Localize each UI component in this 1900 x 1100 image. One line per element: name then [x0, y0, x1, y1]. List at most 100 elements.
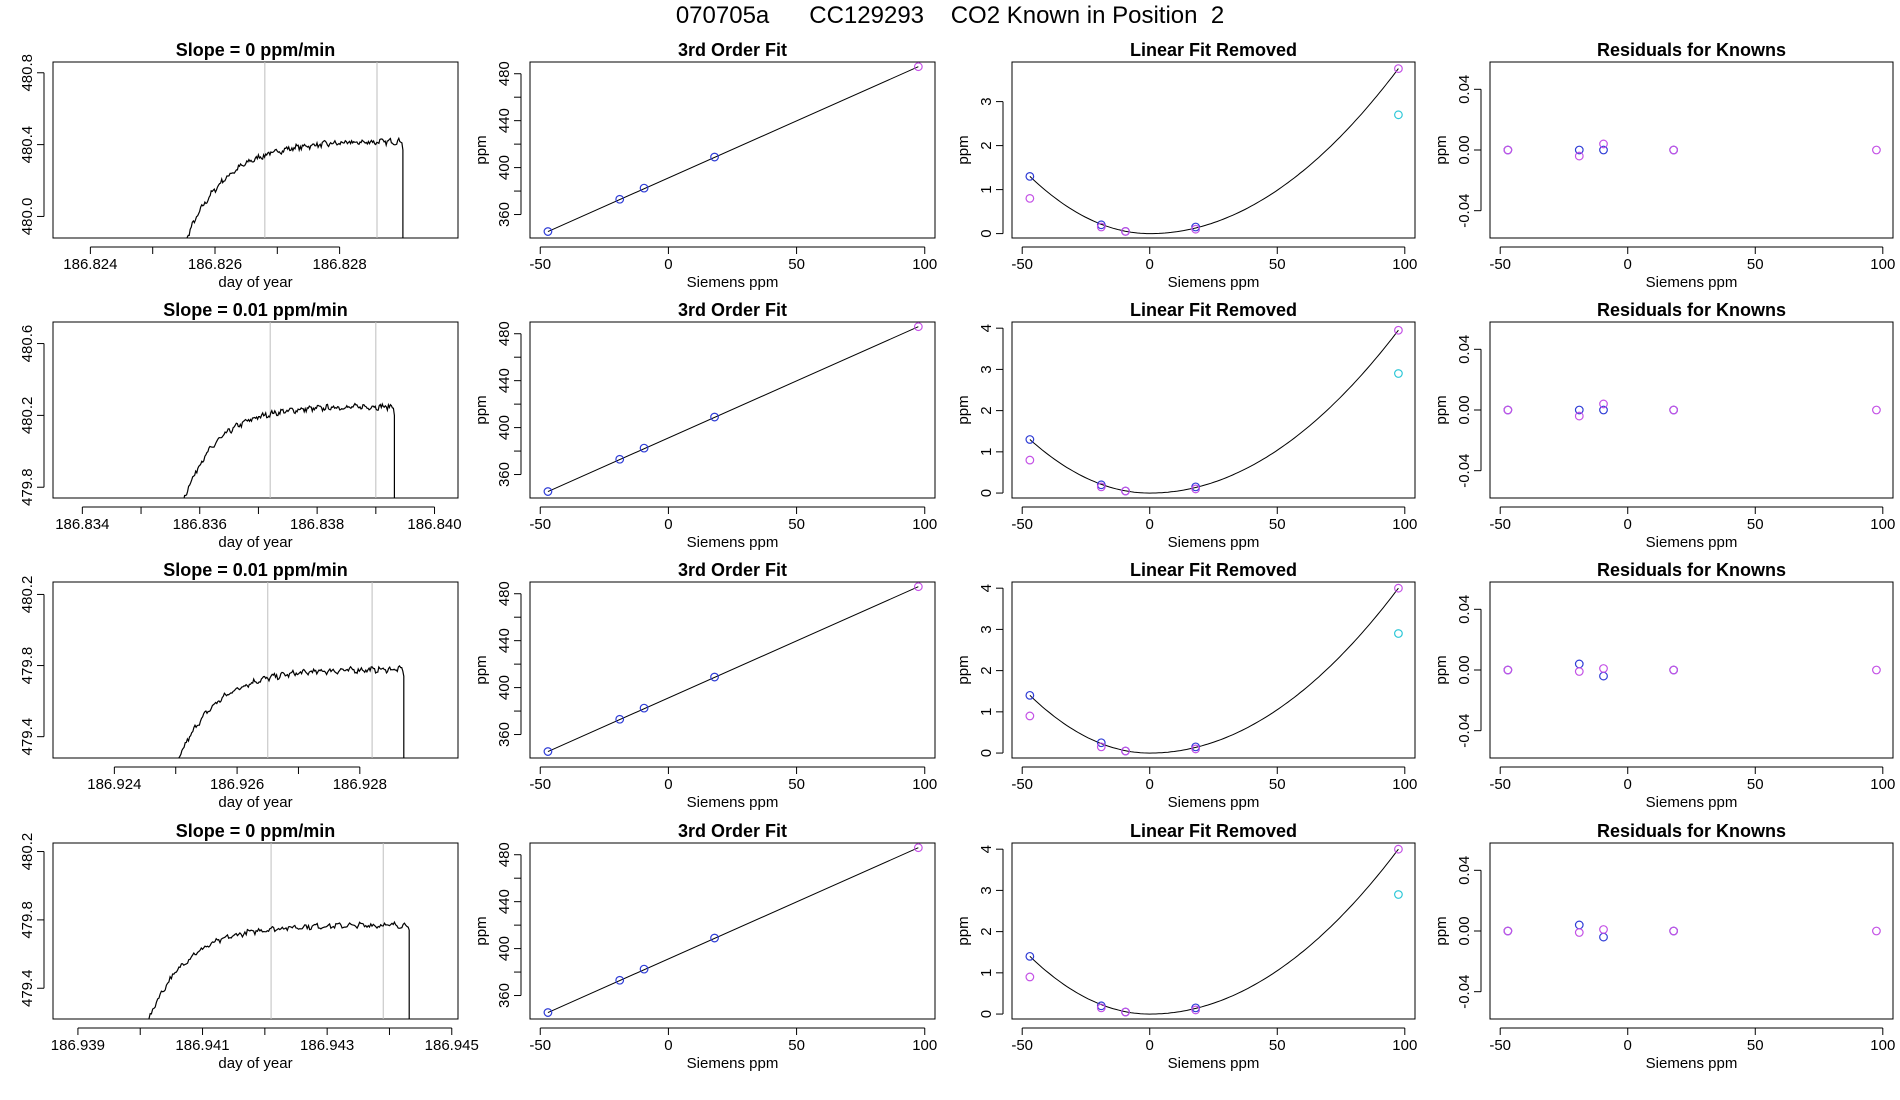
x-tick-label: 50: [788, 776, 805, 793]
panel-title: Residuals for Knowns: [1597, 40, 1786, 60]
x-tick-label: 100: [1870, 516, 1895, 533]
data-point-magenta: [1394, 64, 1403, 73]
y-tick-label: 0.04: [1456, 75, 1473, 104]
x-tick-label: 100: [1392, 1037, 1417, 1054]
panel-2-0: Slope = 0.01 ppm/min 186.924 186.926 186.92…: [19, 560, 459, 811]
x-tick-label: 0: [1146, 1037, 1154, 1054]
plot-frame: [529, 61, 936, 239]
x-tick-label: -50: [1489, 1037, 1511, 1054]
fit-curve: [1029, 848, 1399, 1015]
x-tick-label: 186.943: [300, 1037, 354, 1054]
data-point-blue: [639, 703, 649, 713]
y-tick-label: -0.04: [1456, 194, 1473, 228]
data-point-magenta: [1191, 484, 1201, 494]
y-tick-label: 4: [978, 324, 995, 332]
y-tick-label: -0.04: [1456, 975, 1473, 1009]
plot-area: [186, 62, 404, 238]
x-tick-label: 100: [1392, 516, 1417, 533]
y-tick-label: 479.8: [19, 468, 36, 506]
data-point-blue: [1025, 690, 1035, 700]
x-tick-label: 186.928: [333, 776, 387, 793]
x-tick-label: 0: [1624, 776, 1632, 793]
data-point-magenta: [913, 322, 923, 332]
y-tick-label: 480.2: [19, 576, 36, 614]
y-tick-label: 480: [496, 321, 513, 346]
data-point-magenta: [1191, 744, 1201, 754]
y-tick-label: 0.04: [1456, 595, 1473, 624]
y-axis-label: ppm: [473, 395, 490, 424]
x-axis-label: Siemens ppm: [1646, 274, 1738, 291]
y-tick-label: 360: [496, 983, 513, 1008]
panel-title: Linear Fit Removed: [1130, 300, 1297, 320]
x-tick-label: -50: [1011, 1037, 1033, 1054]
y-axis-label: ppm: [1433, 916, 1450, 945]
plot-frame: [529, 321, 936, 499]
data-point-magenta: [1096, 1003, 1106, 1013]
panel-1-2: Linear Fit Removed -50 0 50 100 Siemens ppm 0 1…: [955, 300, 1417, 551]
x-tick-label: 50: [788, 256, 805, 273]
panel-2-1: 3rd Order Fit -50 0 50 100 Siemens ppm 360 400 4…: [473, 560, 937, 811]
y-axis-label: ppm: [473, 916, 490, 945]
y-tick-label: 480: [496, 61, 513, 86]
plot-frame: [1489, 581, 1894, 759]
x-tick-label: 186.838: [290, 516, 344, 533]
data-point-cyan: [1394, 110, 1403, 120]
y-tick-label: 360: [496, 202, 513, 227]
y-tick-label: 1: [978, 708, 995, 716]
y-tick-label: 3: [978, 625, 995, 633]
data-point-magenta: [1121, 746, 1130, 756]
x-tick-label: -50: [529, 516, 551, 533]
plot-area: [1503, 659, 1881, 681]
x-axis-label: Siemens ppm: [687, 794, 779, 811]
data-point-magenta: [1503, 145, 1513, 155]
data-point-magenta: [1669, 145, 1679, 155]
y-tick-label: 1: [978, 969, 995, 977]
panel-title: Residuals for Knowns: [1597, 821, 1786, 841]
panel-title: Residuals for Knowns: [1597, 560, 1786, 580]
y-tick-label: 0: [978, 229, 995, 237]
plot-frame: [1489, 321, 1894, 499]
x-tick-label: 0: [1624, 516, 1632, 533]
ppm-trace-line: [178, 664, 405, 758]
plot-frame: [1011, 581, 1416, 759]
y-tick-label: 480.2: [19, 397, 36, 435]
fit-line: [547, 326, 919, 493]
plot-area: [543, 62, 923, 236]
x-tick-label: -50: [1011, 516, 1033, 533]
data-point-magenta: [1025, 711, 1035, 721]
plot-area: [543, 322, 923, 496]
panel-3-0: Slope = 0 ppm/min 186.939 186.941 186.943 18…: [19, 821, 479, 1072]
y-tick-label: 480.4: [19, 126, 36, 164]
y-tick-label: 0.00: [1456, 135, 1473, 164]
y-tick-label: 400: [496, 675, 513, 700]
data-point-blue: [1574, 659, 1584, 669]
data-point-blue: [639, 443, 649, 453]
panel-title: Linear Fit Removed: [1130, 560, 1297, 580]
data-point-magenta: [1503, 665, 1513, 675]
x-tick-label: 50: [1269, 1037, 1286, 1054]
data-point-magenta: [1503, 405, 1513, 415]
x-tick-label: 186.941: [175, 1037, 229, 1054]
y-tick-label: 0.04: [1456, 856, 1473, 885]
x-axis-label: day of year: [218, 1055, 292, 1072]
plot-area: [543, 582, 923, 756]
x-tick-label: 186.824: [63, 256, 117, 273]
y-tick-label: 0: [978, 489, 995, 497]
x-tick-label: 50: [1747, 256, 1764, 273]
panel-title: Slope = 0 ppm/min: [176, 821, 336, 841]
x-tick-label: 100: [1392, 256, 1417, 273]
data-point-blue: [1599, 671, 1608, 681]
panel-title: Slope = 0.01 ppm/min: [163, 560, 348, 580]
x-tick-label: 100: [1870, 1037, 1895, 1054]
data-point-magenta: [1191, 224, 1201, 234]
x-axis-label: Siemens ppm: [1168, 534, 1260, 551]
data-point-magenta: [1121, 226, 1130, 236]
data-point-magenta: [1191, 1005, 1201, 1015]
y-tick-label: 480.6: [19, 325, 36, 363]
x-tick-label: -50: [529, 256, 551, 273]
panel-title: 3rd Order Fit: [678, 560, 787, 580]
plot-area: [182, 322, 395, 498]
x-tick-label: 50: [788, 1037, 805, 1054]
data-point-magenta: [1669, 405, 1679, 415]
